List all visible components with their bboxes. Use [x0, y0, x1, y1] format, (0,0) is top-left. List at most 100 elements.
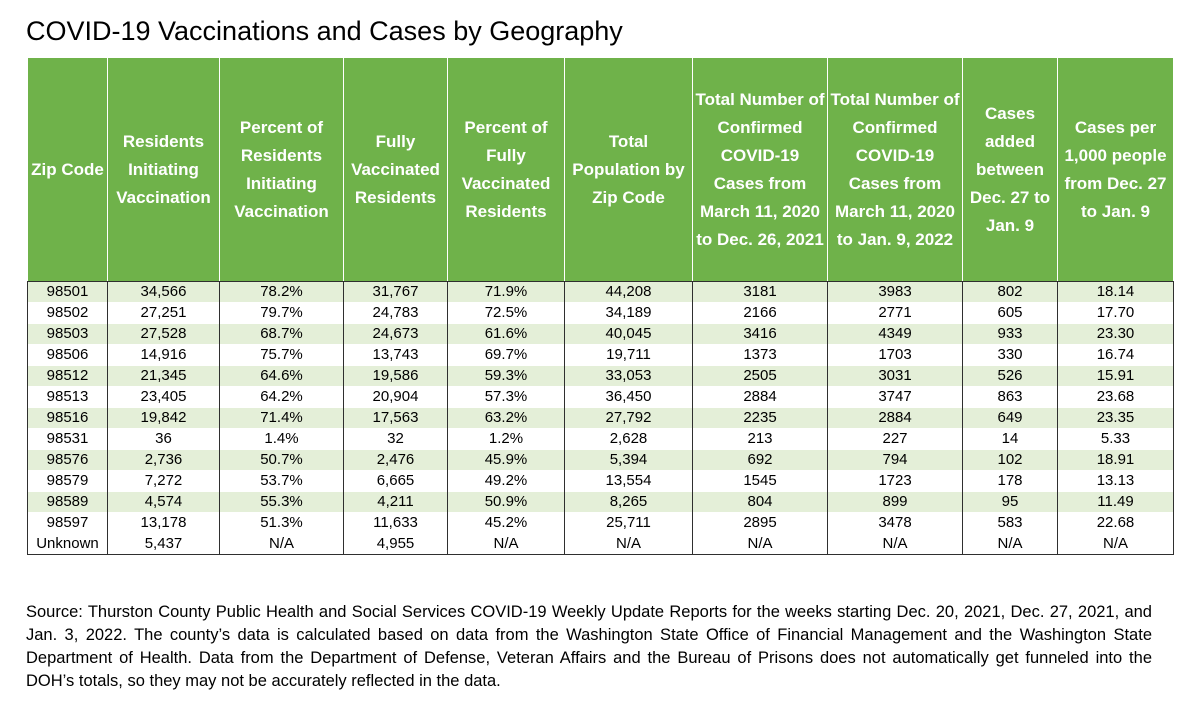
cell-total-population: 27,792: [564, 407, 693, 429]
cell-percent-initiating: 68.7%: [219, 323, 344, 345]
header-cases-to-dec-26: Total Number of Confirmed COVID-19 Cases…: [692, 57, 828, 282]
cell-total-population: 34,189: [564, 302, 693, 324]
cell-percent-initiating: 51.3%: [219, 512, 344, 534]
cell-percent-initiating: 53.7%: [219, 470, 344, 492]
cell-cases-added: 102: [962, 449, 1058, 471]
cell-percent-initiating: 64.6%: [219, 365, 344, 387]
cell-residents-initiating: 13,178: [107, 512, 220, 534]
cell-cases-to-dec-26: N/A: [692, 533, 828, 555]
header-row: Zip Code Residents Initiating Vaccinatio…: [27, 57, 1174, 282]
cell-fully-vaccinated: 2,476: [343, 449, 448, 471]
cell-cases-added: 802: [962, 281, 1058, 303]
data-table: Zip Code Residents Initiating Vaccinatio…: [27, 57, 1174, 555]
cell-cases-added: 605: [962, 302, 1058, 324]
table-row: 98512 21,345 64.6% 19,586 59.3% 33,053 2505 303…: [27, 365, 1174, 387]
cell-cases-to-jan-9: 3031: [827, 365, 963, 387]
cell-cases-to-dec-26: 1545: [692, 470, 828, 492]
cell-residents-initiating: 19,842: [107, 407, 220, 429]
cell-cases-to-jan-9: 3478: [827, 512, 963, 534]
table-row: 98513 23,405 64.2% 20,904 57.3% 36,450 2884 374…: [27, 386, 1174, 408]
cell-residents-initiating: 2,736: [107, 449, 220, 471]
cell-percent-initiating: N/A: [219, 533, 344, 555]
cell-percent-initiating: 55.3%: [219, 491, 344, 513]
cell-residents-initiating: 34,566: [107, 281, 220, 303]
cell-percent-fully-vaccinated: 63.2%: [447, 407, 565, 429]
cell-cases-to-jan-9: 1723: [827, 470, 963, 492]
header-zip-code: Zip Code: [27, 57, 108, 282]
header-percent-initiating: Percent of Residents Initiating Vaccinat…: [219, 57, 344, 282]
cell-fully-vaccinated: 4,955: [343, 533, 448, 555]
cell-cases-per-1000: 18.14: [1057, 281, 1174, 303]
cell-percent-initiating: 1.4%: [219, 428, 344, 450]
cell-total-population: 5,394: [564, 449, 693, 471]
cell-cases-to-dec-26: 3181: [692, 281, 828, 303]
cell-zip-code: 98506: [27, 344, 108, 366]
cell-cases-to-dec-26: 2505: [692, 365, 828, 387]
cell-cases-to-dec-26: 1373: [692, 344, 828, 366]
table-row: 98531 36 1.4% 32 1.2% 2,628 213 227 14 5.33: [27, 428, 1174, 450]
cell-zip-code: 98597: [27, 512, 108, 534]
cell-cases-to-jan-9: 227: [827, 428, 963, 450]
cell-total-population: 36,450: [564, 386, 693, 408]
table-row: Unknown 5,437 N/A 4,955 N/A N/A N/A N/A N/A N/A: [27, 533, 1174, 555]
cell-cases-to-jan-9: 3747: [827, 386, 963, 408]
cell-residents-initiating: 27,251: [107, 302, 220, 324]
header-residents-initiating: Residents Initiating Vaccination: [107, 57, 220, 282]
cell-cases-per-1000: 23.35: [1057, 407, 1174, 429]
cell-percent-fully-vaccinated: N/A: [447, 533, 565, 555]
table-row: 98589 4,574 55.3% 4,211 50.9% 8,265 804 899 95 11…: [27, 491, 1174, 513]
cell-cases-to-dec-26: 2235: [692, 407, 828, 429]
cell-zip-code: 98576: [27, 449, 108, 471]
cell-zip-code: 98579: [27, 470, 108, 492]
cell-percent-initiating: 78.2%: [219, 281, 344, 303]
cell-cases-per-1000: 11.49: [1057, 491, 1174, 513]
cell-percent-initiating: 64.2%: [219, 386, 344, 408]
cell-fully-vaccinated: 24,783: [343, 302, 448, 324]
cell-cases-to-dec-26: 2895: [692, 512, 828, 534]
cell-total-population: 25,711: [564, 512, 693, 534]
cell-cases-per-1000: 18.91: [1057, 449, 1174, 471]
header-fully-vaccinated: Fully Vaccinated Residents: [343, 57, 448, 282]
cell-cases-to-dec-26: 3416: [692, 323, 828, 345]
source-note: Source: Thurston County Public Health an…: [26, 603, 1152, 690]
cell-residents-initiating: 36: [107, 428, 220, 450]
cell-residents-initiating: 5,437: [107, 533, 220, 555]
cell-fully-vaccinated: 13,743: [343, 344, 448, 366]
table-row: 98597 13,178 51.3% 11,633 45.2% 25,711 2895 347…: [27, 512, 1174, 534]
cell-cases-per-1000: 22.68: [1057, 512, 1174, 534]
cell-total-population: 19,711: [564, 344, 693, 366]
cell-percent-fully-vaccinated: 45.9%: [447, 449, 565, 471]
cell-cases-added: 95: [962, 491, 1058, 513]
cell-total-population: N/A: [564, 533, 693, 555]
cell-cases-per-1000: 15.91: [1057, 365, 1174, 387]
cell-fully-vaccinated: 4,211: [343, 491, 448, 513]
cell-residents-initiating: 21,345: [107, 365, 220, 387]
cell-percent-fully-vaccinated: 61.6%: [447, 323, 565, 345]
cell-percent-fully-vaccinated: 50.9%: [447, 491, 565, 513]
cell-cases-added: 178: [962, 470, 1058, 492]
cell-cases-added: 526: [962, 365, 1058, 387]
cell-residents-initiating: 27,528: [107, 323, 220, 345]
table-body: 98501 34,566 78.2% 31,767 71.9% 44,208 3181 398…: [27, 281, 1174, 555]
cell-cases-to-jan-9: N/A: [827, 533, 963, 555]
cell-total-population: 40,045: [564, 323, 693, 345]
cell-percent-fully-vaccinated: 69.7%: [447, 344, 565, 366]
cell-zip-code: 98516: [27, 407, 108, 429]
table-row: 98503 27,528 68.7% 24,673 61.6% 40,045 3416 434…: [27, 323, 1174, 345]
cell-residents-initiating: 4,574: [107, 491, 220, 513]
cell-zip-code: 98503: [27, 323, 108, 345]
cell-cases-to-dec-26: 2884: [692, 386, 828, 408]
cell-cases-added: 330: [962, 344, 1058, 366]
cell-cases-to-dec-26: 2166: [692, 302, 828, 324]
cell-percent-fully-vaccinated: 72.5%: [447, 302, 565, 324]
cell-cases-to-jan-9: 4349: [827, 323, 963, 345]
table-row: 98579 7,272 53.7% 6,665 49.2% 13,554 1545 1723 1…: [27, 470, 1174, 492]
cell-fully-vaccinated: 20,904: [343, 386, 448, 408]
cell-percent-fully-vaccinated: 57.3%: [447, 386, 565, 408]
table-row: 98501 34,566 78.2% 31,767 71.9% 44,208 3181 398…: [27, 281, 1174, 303]
cell-fully-vaccinated: 11,633: [343, 512, 448, 534]
table-row: 98516 19,842 71.4% 17,563 63.2% 27,792 2235 288…: [27, 407, 1174, 429]
cell-total-population: 2,628: [564, 428, 693, 450]
cell-cases-per-1000: 23.30: [1057, 323, 1174, 345]
cell-total-population: 13,554: [564, 470, 693, 492]
